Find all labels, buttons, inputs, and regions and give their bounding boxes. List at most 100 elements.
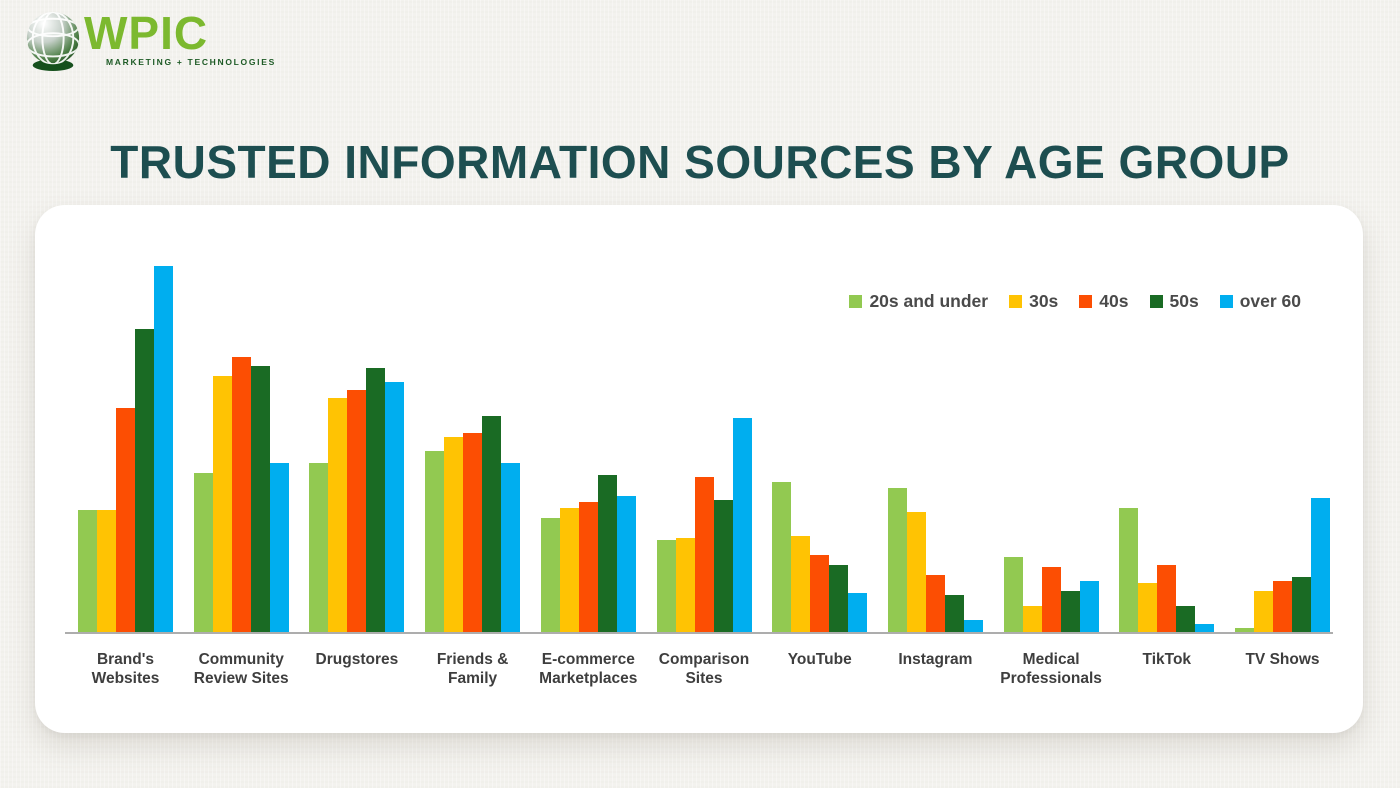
category-label-youtube: YouTube xyxy=(787,651,852,668)
logo-tagline-text: MARKETING + TECHNOLOGIES xyxy=(106,57,276,67)
bar-over-60-e-commerce-marketplaces xyxy=(616,496,636,632)
bar-50s-comparison-sites xyxy=(713,500,733,632)
chart-card: 20s and under 30s 40s 50s over 60 Brand's We… xyxy=(35,205,1363,733)
bar-50s-friends-family xyxy=(482,416,502,632)
bar-20s-and-under-brand-s-websites xyxy=(78,510,97,632)
bar-40s-comparison-sites xyxy=(694,477,714,632)
legend-item-20s-and-under: 20s and under xyxy=(849,291,988,312)
bar-20s-and-under-e-commerce-marketplaces xyxy=(540,518,560,632)
bar-30s-community-review-sites xyxy=(212,376,232,632)
bar-40s-drugstores xyxy=(347,390,367,632)
bar-30s-instagram xyxy=(906,512,926,632)
bar-group-comparison-sites xyxy=(656,205,752,632)
bar-group-medical-professionals xyxy=(1003,205,1099,632)
bar-group-tv-shows xyxy=(1235,205,1330,632)
bar-20s-and-under-tv-shows xyxy=(1235,628,1254,632)
category-label-comparison-sites: Comparison Sites xyxy=(658,651,750,687)
bar-group-instagram xyxy=(887,205,983,632)
bar-30s-drugstores xyxy=(328,398,348,632)
bar-40s-tv-shows xyxy=(1273,581,1292,632)
bar-30s-friends-family xyxy=(444,437,464,632)
bar-over-60-medical-professionals xyxy=(1079,581,1099,632)
bar-group-brand-s-websites xyxy=(78,205,173,632)
page-title: TRUSTED INFORMATION SOURCES BY AGE GROUP xyxy=(110,135,1290,188)
category-label-instagram: Instagram xyxy=(898,651,973,668)
bar-20s-and-under-friends-family xyxy=(425,451,445,632)
bar-50s-instagram xyxy=(944,595,964,632)
bar-over-60-comparison-sites xyxy=(732,418,752,632)
legend-label: 40s xyxy=(1099,291,1129,311)
bar-over-60-brand-s-websites xyxy=(154,266,173,632)
bar-group-youtube xyxy=(772,205,868,632)
legend-item-over-60: over 60 xyxy=(1219,291,1301,312)
legend-label: 50s xyxy=(1169,291,1199,311)
bar-group-friends-family xyxy=(425,205,521,632)
bar-over-60-instagram xyxy=(963,620,983,632)
bar-20s-and-under-instagram xyxy=(887,488,907,632)
legend-swatch-icon xyxy=(1219,295,1233,308)
category-label-drugstores: Drugstores xyxy=(315,651,399,668)
bar-group-tiktok xyxy=(1119,205,1215,632)
bar-40s-youtube xyxy=(810,555,830,632)
bar-over-60-youtube xyxy=(848,593,868,632)
bar-group-e-commerce-marketplaces xyxy=(540,205,636,632)
category-label-tiktok: TikTok xyxy=(1142,651,1192,668)
category-label-community-review-sites: Community Review Sites xyxy=(193,651,289,687)
x-axis-line xyxy=(65,632,1333,634)
bar-50s-medical-professionals xyxy=(1060,591,1080,632)
bar-30s-tv-shows xyxy=(1254,591,1273,632)
bar-over-60-drugstores xyxy=(385,382,405,632)
legend-swatch-icon xyxy=(1149,295,1163,308)
wpic-logo: WPIC MARKETING + TECHNOLOGIES xyxy=(24,9,276,73)
bar-50s-e-commerce-marketplaces xyxy=(597,475,617,632)
bar-50s-tiktok xyxy=(1176,606,1196,632)
bar-over-60-friends-family xyxy=(501,463,521,632)
bar-30s-youtube xyxy=(791,536,811,632)
bar-50s-drugstores xyxy=(366,368,386,632)
bar-20s-and-under-comparison-sites xyxy=(656,540,676,632)
legend-label: 30s xyxy=(1029,291,1059,311)
bar-over-60-community-review-sites xyxy=(269,463,289,632)
legend-label: 20s and under xyxy=(869,291,989,311)
plot-area: Brand's Websites Community Review Sites Dr… xyxy=(35,205,1363,733)
bar-20s-and-under-medical-professionals xyxy=(1003,557,1023,632)
bar-20s-and-under-youtube xyxy=(772,482,792,632)
category-label-e-commerce-marketplaces: E-commerce Marketplaces xyxy=(539,651,638,687)
legend-item-50s: 50s xyxy=(1149,291,1199,312)
category-label-brand-s-websites: Brand's Websites xyxy=(91,651,160,687)
bar-40s-e-commerce-marketplaces xyxy=(578,502,598,632)
legend-swatch-icon xyxy=(1079,295,1093,308)
wpic-globe-icon xyxy=(24,9,82,73)
logo-brand-text: WPIC xyxy=(84,7,209,59)
bar-40s-tiktok xyxy=(1157,565,1177,632)
legend-label: over 60 xyxy=(1239,291,1301,311)
legend-item-40s: 40s xyxy=(1079,291,1129,312)
bar-30s-e-commerce-marketplaces xyxy=(559,508,579,632)
bar-20s-and-under-tiktok xyxy=(1119,508,1139,632)
bar-50s-brand-s-websites xyxy=(135,329,154,632)
bar-group-community-review-sites xyxy=(193,205,289,632)
bar-40s-friends-family xyxy=(463,433,483,632)
bar-40s-community-review-sites xyxy=(231,357,251,632)
legend: 20s and under 30s 40s 50s over 60 xyxy=(849,291,1301,312)
legend-item-30s: 30s xyxy=(1009,291,1058,312)
legend-swatch-icon xyxy=(1009,295,1023,308)
category-label-tv-shows: TV Shows xyxy=(1245,651,1320,668)
bar-40s-medical-professionals xyxy=(1041,567,1061,632)
bar-50s-community-review-sites xyxy=(250,366,270,632)
category-label-medical-professionals: Medical Professionals xyxy=(1000,651,1102,687)
bar-over-60-tv-shows xyxy=(1311,498,1330,632)
bar-over-60-tiktok xyxy=(1195,624,1215,632)
bar-40s-brand-s-websites xyxy=(116,408,135,632)
category-label-friends-family: Friends & Family xyxy=(436,651,509,687)
bar-30s-tiktok xyxy=(1138,583,1158,632)
bar-20s-and-under-community-review-sites xyxy=(193,473,213,632)
bar-30s-comparison-sites xyxy=(675,538,695,632)
bar-30s-brand-s-websites xyxy=(97,510,116,632)
bar-30s-medical-professionals xyxy=(1022,606,1042,632)
bar-40s-instagram xyxy=(925,575,945,632)
bar-group-drugstores xyxy=(309,205,405,632)
bar-50s-tv-shows xyxy=(1292,577,1311,632)
legend-swatch-icon xyxy=(849,295,863,308)
bar-20s-and-under-drugstores xyxy=(309,463,329,632)
